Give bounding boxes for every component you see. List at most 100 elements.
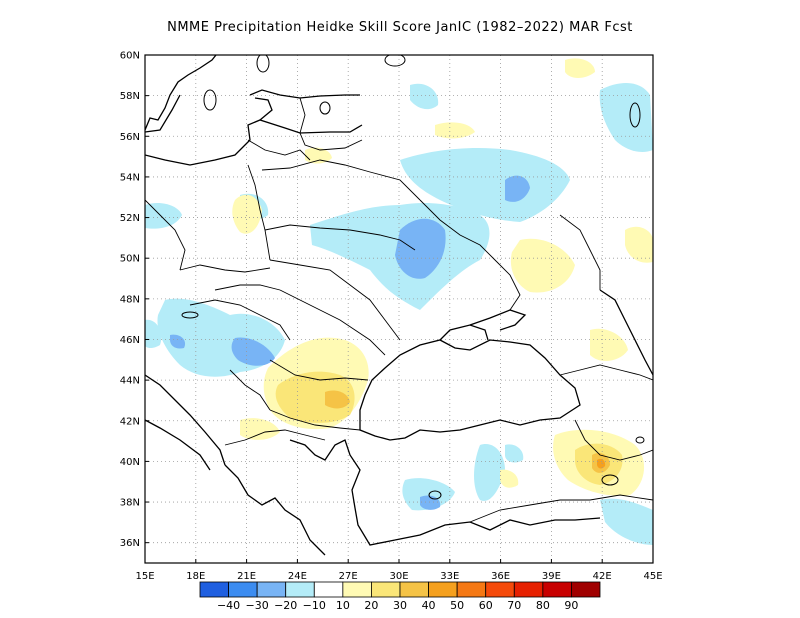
region-minus20-ukraine <box>395 218 446 279</box>
longitude-labels: 15E 18E 21E 24E 27E 30E 33E 36E 39E 42E 45E <box>135 559 663 582</box>
lat-tick-label: 40N <box>120 457 140 468</box>
colorbar-label: 40 <box>422 599 436 612</box>
region-minus10-north <box>400 148 570 222</box>
lon-tick-label: 39E <box>542 571 561 582</box>
border-syria <box>469 494 653 523</box>
border-germany <box>145 199 186 271</box>
region-plus10-east <box>625 226 653 263</box>
border-ukraine-south <box>269 259 401 341</box>
lake-van <box>601 474 619 486</box>
colorbar-swatch <box>228 581 258 598</box>
coast-mediterranean-tr <box>394 517 601 541</box>
colorbar-swatch <box>371 581 401 598</box>
lat-tick-label: 60N <box>120 51 140 62</box>
lat-tick-label: 42N <box>120 416 140 427</box>
lon-tick-label: 30E <box>389 571 408 582</box>
lat-tick-label: 56N <box>120 132 140 143</box>
colorbar-label: −30 <box>246 599 269 612</box>
coast-baltic <box>145 119 363 166</box>
colorbar-swatch <box>428 581 458 598</box>
colorbar-swatch <box>199 581 229 598</box>
colorbar-swatch <box>313 581 344 598</box>
lake-balaton <box>181 311 199 319</box>
coast-gulf-riga <box>254 97 273 121</box>
lon-tick-label: 24E <box>288 571 307 582</box>
lat-tick-label: 48N <box>120 294 140 305</box>
lon-tick-label: 21E <box>237 571 256 582</box>
lon-tick-label: 15E <box>135 571 154 582</box>
colorbar-label: 10 <box>336 599 350 612</box>
region-plus10-north <box>565 58 595 78</box>
lake-ladoga <box>384 55 406 67</box>
lake-rybinsk <box>629 102 641 128</box>
coast-caspian <box>599 289 653 376</box>
region-plus10-greece-n <box>240 418 280 440</box>
border-poland-east <box>247 164 271 261</box>
border-lithuania <box>247 139 311 161</box>
border-czech <box>179 264 271 273</box>
lat-tick-label: 50N <box>120 254 140 265</box>
lake-gotland <box>256 55 270 73</box>
colorbar-swatch <box>456 581 487 598</box>
lon-tick-label: 27E <box>339 571 358 582</box>
lon-tick-label: 18E <box>186 571 205 582</box>
border-serbia <box>229 369 271 411</box>
coast-sweden-east <box>145 94 181 133</box>
region-plus10-syria <box>500 469 519 488</box>
lon-tick-label: 36E <box>491 571 510 582</box>
colorbar-label: 80 <box>536 599 550 612</box>
region-plus10-volga <box>510 238 575 293</box>
colorbar-swatch <box>542 581 572 598</box>
lat-tick-label: 44N <box>120 376 140 387</box>
region-minus10-turkey <box>474 444 505 501</box>
colorbar-label: −10 <box>303 599 326 612</box>
colorbar-swatch <box>571 581 601 598</box>
country-borders <box>145 97 653 523</box>
lat-tick-label: 38N <box>120 498 140 509</box>
colorbar-swatch <box>256 581 287 598</box>
region-plus10-latvia <box>435 122 475 139</box>
lat-tick-label: 36N <box>120 538 140 549</box>
border-belarus-south <box>264 224 416 251</box>
colorbar-label: 30 <box>393 599 407 612</box>
colorbar-swatch <box>342 581 372 598</box>
coast-adriatic-e <box>145 374 226 466</box>
region-minus20-north <box>505 175 530 202</box>
region-plus10-caspian <box>590 328 628 362</box>
coast-adriatic-w <box>145 419 211 471</box>
colorbar-label: 60 <box>479 599 493 612</box>
coast-aegean <box>289 439 396 546</box>
lake-onega-like <box>203 89 217 111</box>
colorbar-labels: −40 −30 −20 −10 10 20 30 40 50 60 70 80 90 <box>217 599 578 612</box>
region-minus10-baltic <box>599 83 653 152</box>
border-bulgaria-s <box>269 409 361 431</box>
region-minus10-finland <box>410 83 439 110</box>
gridlines <box>145 55 653 563</box>
border-russia-kaz <box>559 214 601 290</box>
region-plus10-belarus <box>305 147 332 164</box>
lon-tick-label: 45E <box>643 571 662 582</box>
lat-tick-label: 58N <box>120 91 140 102</box>
chart-title: NMME Precipitation Heidke Skill Score Ja… <box>167 20 633 35</box>
region-minus10-adriatic <box>145 319 162 349</box>
colorbar-label: 50 <box>450 599 464 612</box>
border-slovakia <box>214 284 281 291</box>
skill-shading <box>145 58 653 545</box>
colorbar-label: 20 <box>364 599 378 612</box>
region-plus30-bulgaria <box>325 390 350 409</box>
lon-tick-label: 42E <box>593 571 612 582</box>
border-romania <box>279 289 386 356</box>
colorbar-swatch <box>513 581 544 598</box>
lat-tick-label: 46N <box>120 335 140 346</box>
latitude-labels: 60N 58N 56N 54N 52N 50N 48N 46N 44N 42N 40N 38N 36N <box>120 51 149 549</box>
border-caucasus <box>559 364 653 381</box>
region-minus20-hungary <box>231 337 275 366</box>
border-turkey-e <box>574 419 653 461</box>
border-latvia <box>299 132 363 151</box>
border-estonia <box>299 97 306 134</box>
coast-azov <box>469 309 527 331</box>
coast-scandinavia <box>145 55 217 131</box>
lake-tuz <box>428 490 442 500</box>
colorbar-label: 90 <box>564 599 578 612</box>
